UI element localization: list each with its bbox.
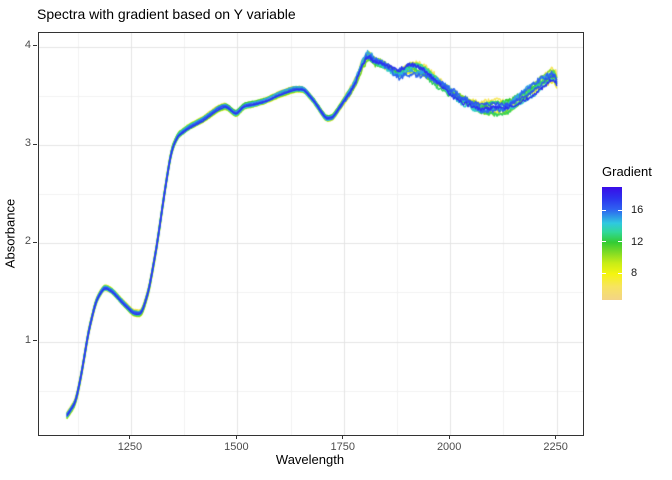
x-tick-label: 2000 — [436, 441, 462, 453]
x-tick-mark — [129, 435, 131, 439]
y-tick-label: 2 — [24, 235, 31, 248]
colorbar-tick-mark — [618, 241, 622, 243]
legend: Gradient 16 12 8 — [596, 160, 672, 320]
plot-panel — [38, 32, 584, 436]
colorbar-tick-mark — [618, 209, 622, 211]
x-tick-label: 1750 — [330, 441, 355, 453]
y-tick-mark — [33, 143, 37, 145]
x-tick-mark — [448, 435, 450, 439]
x-tick-label: 1250 — [117, 441, 143, 453]
y-tick-mark — [33, 340, 37, 342]
colorbar-tick-label: 16 — [631, 204, 644, 216]
y-tick-mark — [33, 45, 37, 47]
colorbar-tick-mark — [602, 241, 606, 243]
x-tick-label: 2250 — [543, 441, 568, 453]
x-tick-mark — [342, 435, 344, 439]
x-tick-mark — [235, 435, 237, 439]
colorbar-tick-mark — [602, 272, 606, 274]
colorbar-tick-label: 12 — [631, 235, 644, 248]
colorbar-tick-mark — [602, 209, 606, 211]
x-axis-title: Wavelength — [275, 452, 345, 467]
colorbar-tick-label: 8 — [631, 267, 638, 280]
legend-colorbar — [602, 187, 622, 300]
y-tick-label: 3 — [24, 137, 31, 150]
colorbar-tick-mark — [618, 272, 622, 274]
x-tick-label: 1500 — [224, 441, 249, 453]
y-tick-mark — [33, 241, 37, 243]
y-tick-label: 1 — [24, 333, 31, 346]
y-tick-label: 4 — [24, 38, 31, 51]
spectra-plot-canvas — [39, 33, 583, 435]
x-tick-mark — [555, 435, 557, 439]
y-axis-title: Absorbance — [2, 198, 18, 269]
legend-title: Gradient — [602, 164, 652, 179]
plot-title: Spectra with gradient based on Y variabl… — [37, 6, 296, 22]
